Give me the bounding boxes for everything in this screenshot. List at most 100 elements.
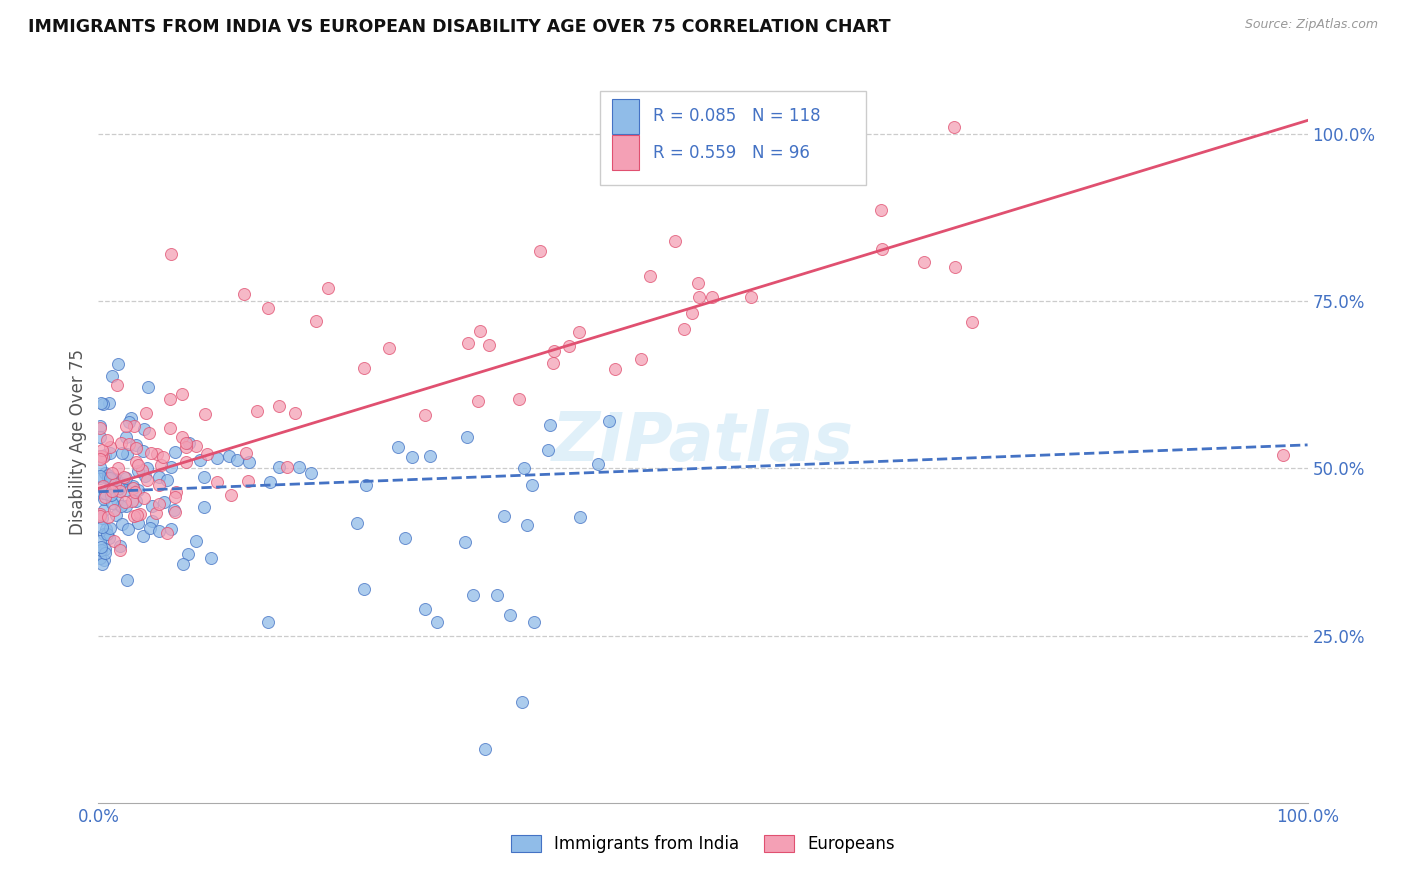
Point [288, 460, 311, 475]
Point [124, 438, 146, 452]
Point [673, 322, 696, 336]
Point [598, 414, 620, 428]
Point [89, 551, 111, 566]
Point [538, 417, 561, 432]
Point [688, 290, 710, 304]
Point [104, 472, 127, 486]
Point [510, 696, 533, 710]
Point [120, 410, 142, 425]
Point [108, 484, 131, 499]
Point [89, 471, 111, 485]
Point [100, 488, 122, 502]
Point [174, 455, 197, 469]
Point [160, 459, 183, 474]
Point [256, 301, 278, 315]
Point [284, 406, 307, 420]
Point [96, 527, 118, 541]
Point [89, 468, 111, 483]
Point [135, 406, 157, 420]
Point [426, 615, 449, 630]
Point [93, 553, 115, 567]
FancyBboxPatch shape [613, 99, 638, 134]
Point [159, 421, 181, 435]
Point [232, 287, 254, 301]
Point [111, 446, 134, 460]
Point [205, 450, 228, 465]
Point [93, 542, 115, 557]
Point [630, 352, 652, 367]
Point [184, 438, 207, 452]
Point [299, 467, 322, 481]
Point [124, 484, 146, 499]
Point [194, 407, 217, 421]
Point [97, 468, 120, 483]
Point [115, 471, 138, 485]
Point [101, 496, 124, 510]
Point [569, 510, 592, 524]
Point [387, 440, 409, 454]
Point [413, 408, 436, 422]
Point [160, 247, 183, 261]
Point [165, 505, 187, 519]
Point [104, 508, 127, 522]
Point [138, 380, 160, 394]
Point [156, 526, 179, 541]
Point [114, 430, 136, 444]
Point [94, 546, 117, 560]
Point [115, 446, 138, 460]
Point [94, 448, 117, 462]
Point [586, 457, 609, 471]
Point [122, 419, 145, 434]
Point [115, 418, 138, 433]
Point [664, 234, 686, 248]
Point [218, 449, 240, 463]
Point [238, 475, 260, 489]
Point [124, 494, 146, 508]
Point [463, 589, 485, 603]
Point [702, 290, 724, 304]
FancyBboxPatch shape [613, 136, 638, 169]
Point [98, 521, 121, 535]
Point [91, 443, 114, 458]
Point [110, 499, 132, 513]
Point [269, 459, 291, 474]
Point [516, 518, 538, 533]
Point [105, 493, 128, 508]
Point [193, 470, 215, 484]
Point [960, 315, 983, 329]
Point [148, 497, 170, 511]
Point [101, 480, 124, 494]
Point [103, 503, 125, 517]
Point [139, 446, 162, 460]
Point [468, 325, 491, 339]
Point [122, 481, 145, 495]
Point [93, 466, 115, 480]
Point [740, 290, 762, 304]
Point [148, 470, 170, 484]
Point [138, 426, 160, 441]
Text: R = 0.085   N = 118: R = 0.085 N = 118 [654, 107, 821, 126]
Point [141, 499, 163, 513]
Point [89, 508, 111, 523]
Point [93, 503, 115, 517]
Point [127, 516, 149, 530]
Point [131, 463, 153, 477]
Point [200, 551, 222, 566]
Point [114, 495, 136, 509]
Point [110, 436, 132, 450]
Point [235, 446, 257, 460]
Point [122, 479, 145, 493]
Point [354, 477, 377, 491]
Point [91, 450, 114, 465]
Point [103, 533, 125, 548]
Point [121, 494, 143, 508]
Point [155, 474, 177, 488]
Point [103, 472, 125, 486]
Point [377, 341, 399, 355]
Point [125, 508, 148, 523]
Point [520, 478, 543, 492]
Point [117, 522, 139, 536]
Point [568, 325, 591, 339]
Point [467, 393, 489, 408]
Point [94, 490, 117, 504]
